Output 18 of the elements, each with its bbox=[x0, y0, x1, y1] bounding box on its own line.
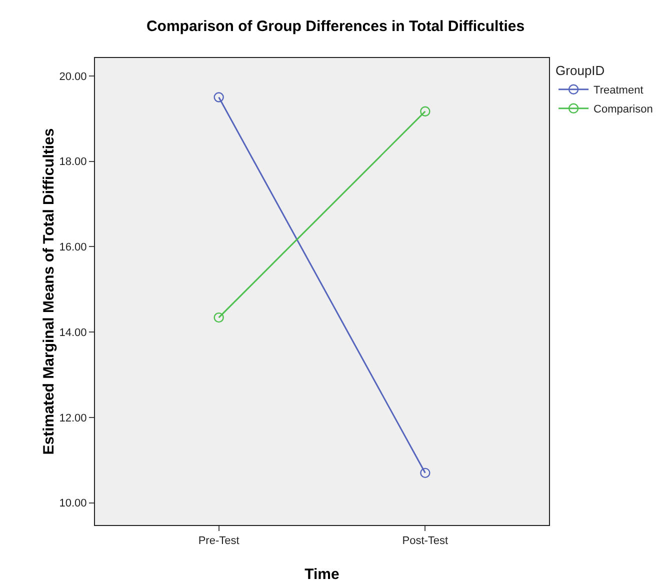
x-tick-label: Pre-Test bbox=[198, 535, 240, 548]
y-tick-label: 10.00 bbox=[59, 498, 87, 510]
y-tick-label: 18.00 bbox=[59, 156, 87, 168]
x-axis-title: Time bbox=[304, 566, 340, 583]
y-axis-title: Estimated Marginal Means of Total Difficulties bbox=[40, 128, 58, 455]
chart-title: Comparison of Group Differences in Total Difficulties bbox=[146, 18, 525, 35]
legend-title: GroupID bbox=[556, 62, 605, 78]
point bbox=[214, 92, 224, 102]
x-tick-label: Post-Test bbox=[402, 535, 448, 548]
point bbox=[420, 106, 430, 116]
y-tick-label: 20.00 bbox=[59, 70, 87, 83]
y-tick-label: 12.00 bbox=[59, 412, 87, 424]
y-tick-label: 14.00 bbox=[59, 326, 87, 339]
point bbox=[214, 312, 224, 323]
y-tick-label: 16.00 bbox=[59, 242, 87, 254]
point bbox=[420, 468, 430, 478]
legend-label: Comparison bbox=[594, 104, 653, 116]
legend-label: Treatment bbox=[594, 84, 644, 97]
